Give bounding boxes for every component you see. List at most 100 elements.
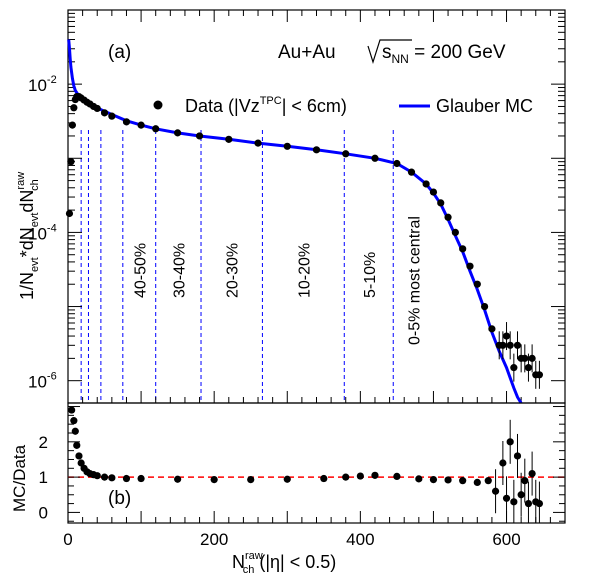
- ratio-point: [108, 474, 116, 482]
- ratio-point: [506, 438, 514, 446]
- centrality-label: 40-50%: [132, 243, 149, 298]
- y-tick-label: 10-2: [28, 74, 57, 95]
- data-point: [528, 354, 536, 362]
- y-tick-label: 1: [39, 468, 48, 487]
- y-tick-label: 10-6: [28, 371, 57, 392]
- data-point: [510, 364, 518, 372]
- ratio-point: [77, 459, 85, 467]
- y-tick-label: 0: [39, 503, 48, 522]
- top-panel-frame: [67, 9, 566, 404]
- ratio-point: [444, 476, 452, 484]
- data-point: [312, 146, 321, 154]
- bottom-y-axis-ticks: 0 1 2: [39, 406, 565, 522]
- data-point: [65, 209, 74, 218]
- data-point: [108, 112, 116, 120]
- bottom-y-axis-title: MC/Data: [10, 444, 29, 512]
- energy-label: sNN = 200 GeV: [382, 42, 506, 66]
- centrality-label: 20-30%: [225, 243, 242, 298]
- x-axis-title: Nraw ch (|η| < 0.5): [232, 550, 336, 576]
- data-point: [429, 188, 438, 196]
- data-point: [393, 159, 401, 168]
- top-y-axis-title: 1/Nevt*dNevtdNraw ch: [15, 172, 41, 300]
- data-point: [535, 371, 544, 379]
- data-point: [371, 154, 379, 162]
- ratio-point: [415, 475, 423, 483]
- data-point: [283, 142, 291, 150]
- data-point: [502, 332, 511, 340]
- top-x-axis-ticks: [67, 10, 566, 403]
- data-point: [422, 180, 430, 188]
- ratio-point: [122, 474, 131, 483]
- data-point: [254, 139, 262, 147]
- ratio-point: [283, 475, 291, 483]
- y-tick-label: 10-4: [28, 222, 57, 243]
- sqrt-symbol: [367, 39, 412, 64]
- data-point: [407, 168, 416, 176]
- centrality-label: 0-5% most central: [406, 216, 423, 345]
- ratio-point: [71, 427, 79, 435]
- ratio-series: [68, 406, 544, 523]
- ratio-point: [73, 441, 81, 449]
- ratio-point: [174, 475, 182, 483]
- ratio-point: [510, 498, 518, 506]
- data-point: [70, 104, 78, 112]
- ratio-point: [320, 474, 328, 483]
- ratio-point: [210, 475, 218, 484]
- legend-data-label: Data (|VzTPC| < 6cm): [185, 95, 347, 116]
- ratio-point: [137, 474, 145, 483]
- data-point: [481, 302, 489, 311]
- ratio-point: [371, 471, 379, 479]
- data-point: [521, 354, 529, 362]
- glauber-mc-curve: [67, 39, 523, 404]
- legend-data-marker: [153, 100, 163, 110]
- ratio-point: [528, 469, 536, 478]
- ratio-point: [393, 472, 401, 481]
- panel-label-b: (b): [108, 488, 131, 509]
- centrality-label: 30-40%: [171, 243, 188, 298]
- x-tick-label: 200: [200, 530, 228, 549]
- system-label: Au+Au: [278, 42, 336, 63]
- data-point: [195, 132, 204, 140]
- data-point: [174, 129, 182, 137]
- data-point: [225, 135, 233, 143]
- centrality-label: 10-20%: [296, 243, 313, 298]
- ratio-point: [499, 459, 507, 467]
- ratio-point: [100, 473, 109, 481]
- ratio-point: [517, 491, 525, 499]
- data-point: [524, 364, 533, 372]
- data-point: [473, 280, 481, 288]
- top-y-axis-ticks: 10-2 10-4 10-6: [28, 9, 565, 392]
- ratio-point: [70, 417, 78, 425]
- ratio-point: [473, 478, 481, 487]
- ratio-point: [429, 475, 438, 484]
- ratio-point: [459, 477, 467, 485]
- centrality-label: 5-10%: [362, 252, 379, 298]
- panel-label-a: (a): [108, 42, 131, 63]
- legend-mc-label: Glauber MC: [436, 96, 533, 116]
- data-point: [466, 262, 474, 270]
- ratio-point: [342, 473, 350, 481]
- ratio-point: [247, 475, 255, 484]
- centrality-labels: 40-50% 30-40% 20-30% 10-20% 5-10% 0-5% most c…: [132, 216, 423, 345]
- x-tick-label: 400: [346, 530, 374, 549]
- data-point: [444, 213, 452, 221]
- data-point: [68, 121, 76, 129]
- ratio-point: [356, 472, 364, 480]
- data-point: [488, 325, 496, 333]
- glauber-mc-series: [67, 39, 523, 404]
- data-point: [513, 341, 522, 349]
- data-point: [506, 341, 514, 349]
- ratio-point: [93, 472, 101, 480]
- legend: Data (|VzTPC| < 6cm) Glauber MC: [153, 95, 533, 116]
- data-point: [137, 121, 145, 129]
- x-tick-label: 0: [63, 530, 72, 549]
- ratio-point: [521, 477, 529, 485]
- data-point: [459, 245, 467, 253]
- data-point: [499, 341, 507, 349]
- ratio-point: [491, 487, 500, 495]
- ratio-point: [535, 499, 544, 508]
- data-point: [342, 150, 350, 158]
- bottom-panel-frame: [67, 402, 566, 524]
- data-point: [451, 228, 459, 237]
